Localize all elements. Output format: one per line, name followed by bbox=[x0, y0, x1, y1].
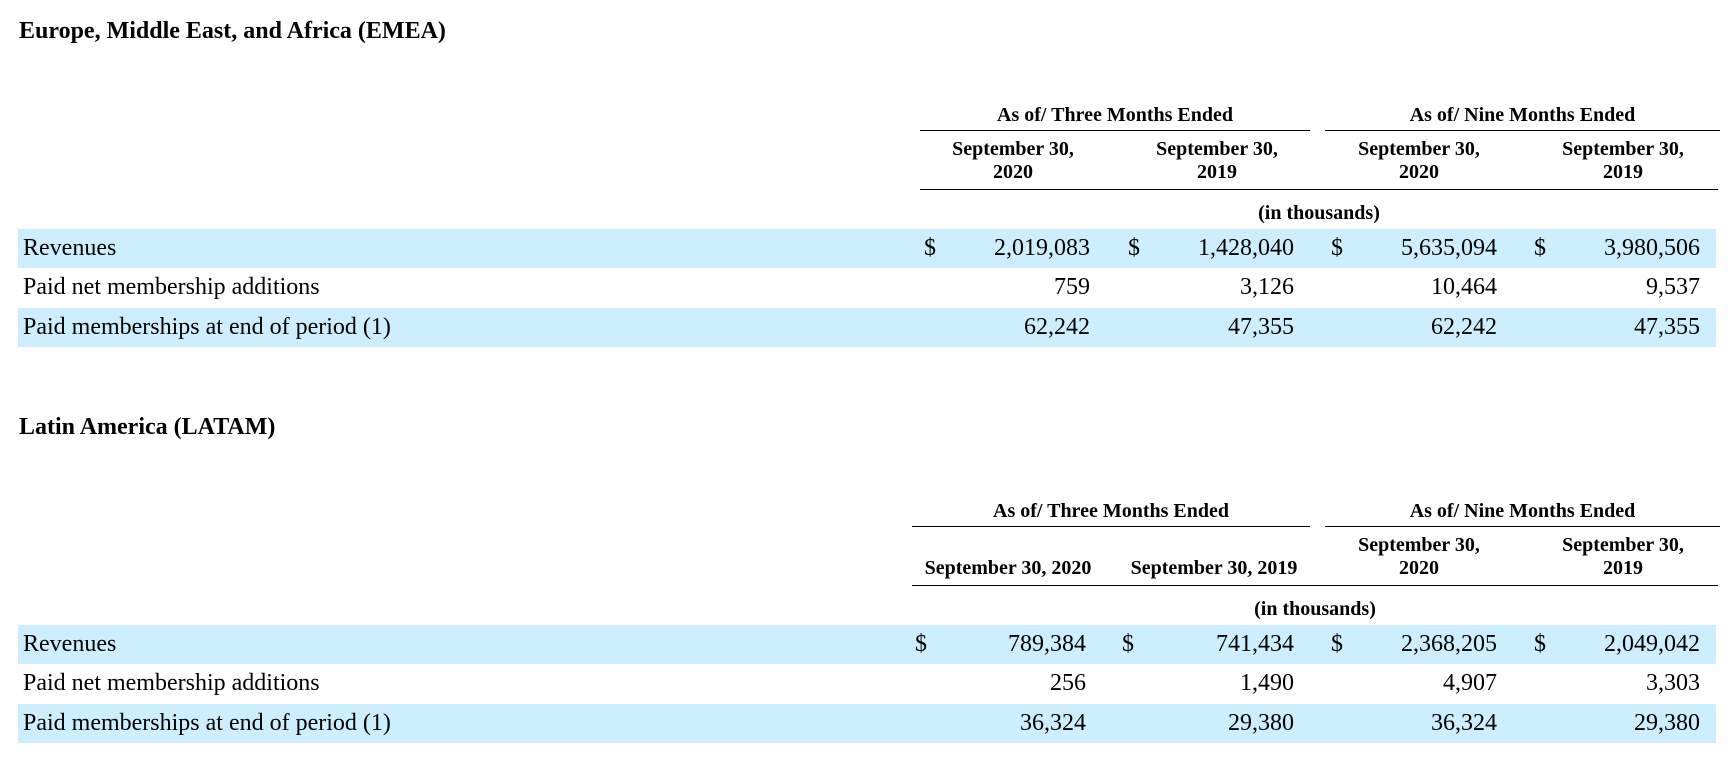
row-band bbox=[18, 625, 1716, 664]
currency-symbol: $ bbox=[1331, 631, 1343, 657]
row-label: Paid memberships at end of period (1) bbox=[23, 710, 391, 736]
value-cell: 47,355 bbox=[1228, 314, 1294, 340]
value-cell: 256 bbox=[1050, 670, 1086, 696]
currency-symbol: $ bbox=[924, 235, 936, 261]
column-header: September 30, 2019 bbox=[1156, 138, 1278, 183]
row-label: Paid net membership additions bbox=[23, 274, 320, 300]
value-cell: 759 bbox=[1054, 274, 1090, 300]
value-cell: 789,384 bbox=[1008, 631, 1086, 657]
value-cell: 29,380 bbox=[1228, 710, 1294, 736]
units-note: (in thousands) bbox=[1258, 202, 1380, 224]
header-underline bbox=[912, 585, 1718, 586]
column-header: September 30, 2019 bbox=[1562, 138, 1684, 183]
value-cell: 9,537 bbox=[1646, 274, 1700, 300]
group-header-nine-months: As of/ Nine Months Ended bbox=[1409, 500, 1636, 522]
value-cell: 2,019,083 bbox=[994, 235, 1090, 261]
value-cell: 62,242 bbox=[1431, 314, 1497, 340]
group-underline bbox=[912, 526, 1310, 527]
value-cell: 1,428,040 bbox=[1198, 235, 1294, 261]
section-title-latam: Latin America (LATAM) bbox=[19, 414, 276, 440]
value-cell: 3,126 bbox=[1240, 274, 1294, 300]
units-note: (in thousands) bbox=[1254, 598, 1376, 620]
currency-symbol: $ bbox=[1534, 235, 1546, 261]
group-header-three-months: As of/ Three Months Ended bbox=[993, 500, 1229, 522]
value-cell: 36,324 bbox=[1431, 710, 1497, 736]
value-cell: 3,980,506 bbox=[1604, 235, 1700, 261]
value-cell: 62,242 bbox=[1024, 314, 1090, 340]
currency-symbol: $ bbox=[1128, 235, 1140, 261]
row-label: Paid memberships at end of period (1) bbox=[23, 314, 391, 340]
column-header: September 30, 2020 bbox=[952, 138, 1074, 183]
column-header: September 30, 2020 bbox=[1358, 138, 1480, 183]
group-header-nine-months: As of/ Nine Months Ended bbox=[1409, 104, 1636, 126]
column-header: September 30, 2020 bbox=[924, 557, 1092, 579]
value-cell: 1,490 bbox=[1240, 670, 1294, 696]
value-cell: 3,303 bbox=[1646, 670, 1700, 696]
currency-symbol: $ bbox=[1534, 631, 1546, 657]
group-underline bbox=[1325, 130, 1720, 131]
column-header: September 30, 2020 bbox=[1358, 534, 1480, 579]
group-underline bbox=[920, 130, 1310, 131]
header-underline bbox=[920, 189, 1718, 190]
section-title-emea: Europe, Middle East, and Africa (EMEA) bbox=[19, 18, 446, 44]
value-cell: 47,355 bbox=[1634, 314, 1700, 340]
value-cell: 10,464 bbox=[1431, 274, 1497, 300]
value-cell: 2,049,042 bbox=[1604, 631, 1700, 657]
currency-symbol: $ bbox=[1122, 631, 1134, 657]
row-label: Paid net membership additions bbox=[23, 670, 320, 696]
value-cell: 29,380 bbox=[1634, 710, 1700, 736]
value-cell: 741,434 bbox=[1216, 631, 1294, 657]
value-cell: 2,368,205 bbox=[1401, 631, 1497, 657]
currency-symbol: $ bbox=[1331, 235, 1343, 261]
currency-symbol: $ bbox=[915, 631, 927, 657]
column-header: September 30, 2019 bbox=[1562, 534, 1684, 579]
group-header-three-months: As of/ Three Months Ended bbox=[997, 104, 1233, 126]
row-label: Revenues bbox=[23, 631, 117, 657]
value-cell: 5,635,094 bbox=[1401, 235, 1497, 261]
value-cell: 36,324 bbox=[1020, 710, 1086, 736]
column-header: September 30, 2019 bbox=[1130, 557, 1298, 579]
row-band bbox=[18, 704, 1716, 743]
group-underline bbox=[1325, 526, 1720, 527]
row-band bbox=[18, 308, 1716, 347]
row-label: Revenues bbox=[23, 235, 117, 261]
value-cell: 4,907 bbox=[1443, 670, 1497, 696]
row-band bbox=[18, 229, 1716, 268]
